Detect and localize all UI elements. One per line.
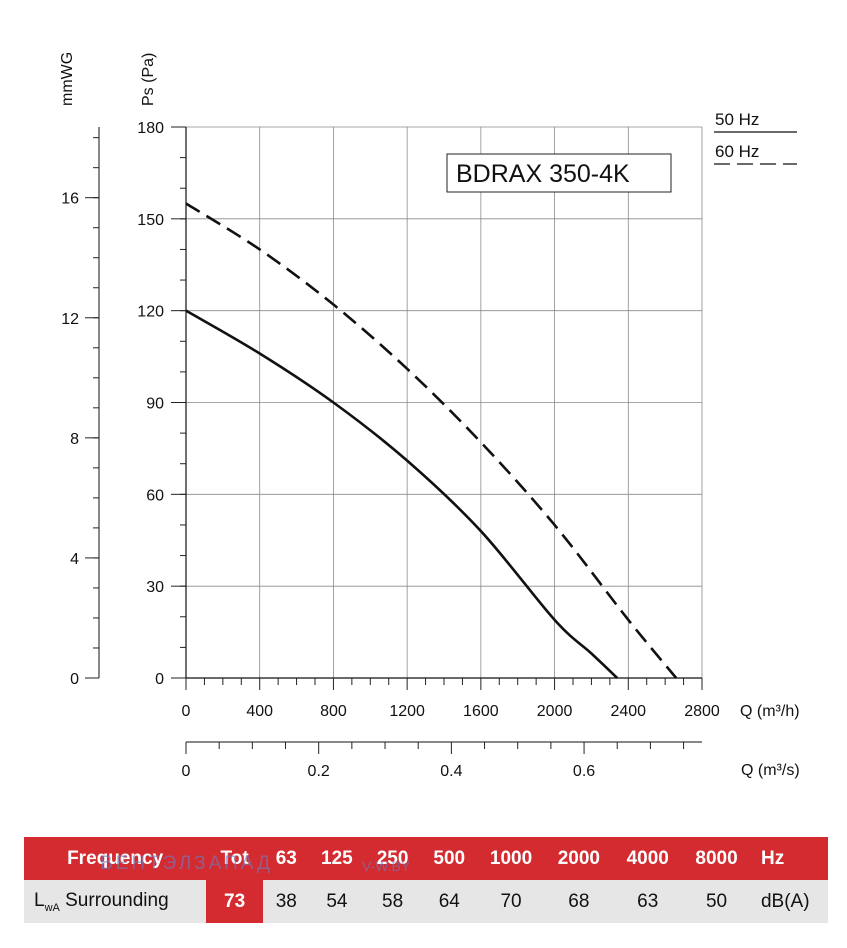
sound-power-table: Frequency Tot 63 125 250 500 1000 2000 4… [24,837,828,923]
header-125: 125 [310,837,365,880]
header-63: 63 [263,837,310,880]
x2-tick-label-0: 0 [182,763,191,780]
x-tick-label-2400: 2400 [610,703,646,720]
value-125: 54 [310,880,365,923]
y-tick-label-180: 180 [137,120,164,137]
frequency-header-row: Frequency Tot 63 125 250 500 1000 2000 4… [24,837,828,880]
sound-values-row: LwA Surrounding 73 38 54 58 64 70 68 63 … [24,880,828,923]
value-tot: 73 [206,880,263,923]
header-tot: Tot [206,837,263,880]
lwa-surrounding-label: LwA Surrounding [24,880,206,923]
fan-performance-chart: 0 400 800 1200 1600 2000 2400 28000306090120150… [0,0,847,830]
legend: 50 Hz 60 Hz [714,110,797,164]
x2-tick-label-0.4: 0.4 [440,763,462,780]
x-tick-label-1600: 1600 [463,703,499,720]
y-tick-label-150: 150 [137,212,164,229]
frequency-label: Frequency [24,837,206,880]
axis-ticks [85,127,702,754]
y-tick-label-120: 120 [137,304,164,321]
header-hz: Hz [751,837,828,880]
y2-tick-label-4: 4 [70,551,79,568]
value-500: 64 [421,880,478,923]
y-tick-label-60: 60 [146,487,164,504]
plot-frame [99,127,702,742]
header-250: 250 [364,837,421,880]
x2-tick-label-0.2: 0.2 [308,763,330,780]
value-unit: dB(A) [751,880,828,923]
x2-axis-label: Q (m³/s) [741,762,800,779]
x-tick-label-800: 800 [320,703,347,720]
header-1000: 1000 [478,837,545,880]
chart-title: BDRAX 350-4K [456,160,630,188]
y2-tick-label-16: 16 [61,191,79,208]
y-tick-label-0: 0 [155,671,164,688]
x-tick-label-2000: 2000 [537,703,573,720]
value-2000: 68 [544,880,613,923]
y-tick-label-30: 30 [146,579,164,596]
x2-tick-label-0.6: 0.6 [573,763,595,780]
x-tick-label-1200: 1200 [389,703,425,720]
value-63: 38 [263,880,310,923]
value-8000: 50 [682,880,751,923]
x-tick-label-0: 0 [182,703,191,720]
x-axis-label: Q (m³/h) [740,703,800,720]
value-4000: 63 [613,880,682,923]
legend-label-60hz: 60 Hz [715,142,759,161]
y2-tick-label-12: 12 [61,311,79,328]
grid [186,127,702,678]
header-500: 500 [421,837,478,880]
header-4000: 4000 [613,837,682,880]
x-tick-label-400: 400 [246,703,273,720]
header-2000: 2000 [544,837,613,880]
value-250: 58 [364,880,421,923]
y-axis-label: Ps (Pa) [140,53,157,106]
y-tick-label-90: 90 [146,396,164,413]
y2-tick-label-0: 0 [70,671,79,688]
y2-axis-label: mmWG [59,52,76,106]
value-1000: 70 [478,880,545,923]
y2-tick-label-8: 8 [70,431,79,448]
x-tick-label-2800: 2800 [684,703,720,720]
legend-label-50hz: 50 Hz [715,110,759,129]
header-8000: 8000 [682,837,751,880]
